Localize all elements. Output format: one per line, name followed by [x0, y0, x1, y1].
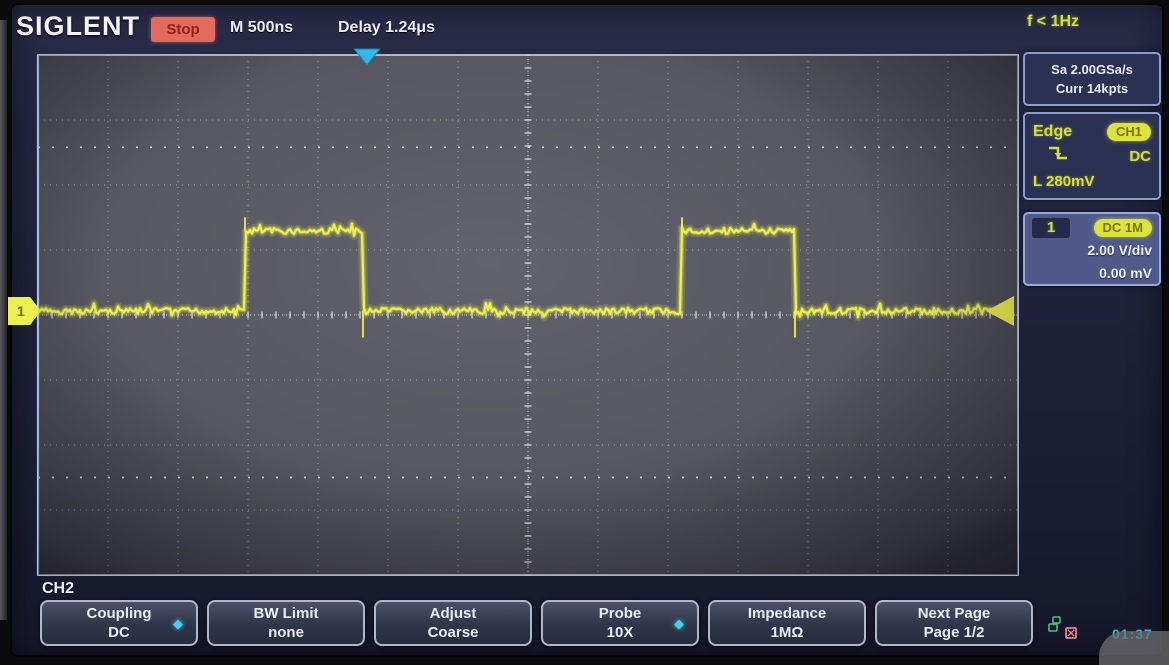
bezel-edge [0, 20, 7, 620]
channel-coupling-badge: DC 1M [1093, 219, 1152, 237]
softkey-menu: Coupling DC ◆ BW Limit none Adjust Coarse Probe… [40, 600, 1033, 646]
timebase-readout: M 500ns [230, 19, 294, 36]
acquisition-panel: Sa 2.00GSa/s Curr 14kpts [1023, 52, 1161, 106]
option-diamond-icon: ◆ [173, 615, 183, 631]
menu-button-value: DC [108, 624, 130, 641]
option-diamond-icon: ◆ [674, 615, 684, 631]
menu-button-value: Page 1/2 [923, 624, 985, 641]
trigger-level: L 280mV [1033, 173, 1095, 190]
menu-button-next-page[interactable]: Next Page Page 1/2 [875, 600, 1033, 646]
falling-edge-icon [1047, 144, 1069, 169]
menu-button-probe[interactable]: Probe 10X ◆ [541, 600, 699, 646]
channel-number: 1 [1032, 218, 1070, 238]
menu-button-title: Probe [598, 604, 642, 622]
trigger-panel: Edge CH1 DC L 280mV [1023, 112, 1161, 200]
channel-scale: 2.00 V/div [1087, 242, 1152, 258]
menu-button-value: Coarse [427, 624, 479, 641]
brand-logo: SIGLENT [16, 11, 141, 41]
run-state-badge: Stop [151, 17, 215, 42]
trigger-source-badge: CH1 [1106, 122, 1151, 141]
trigger-type: Edge [1033, 122, 1073, 140]
frequency-counter: f < 1Hz [1027, 13, 1080, 30]
oscilloscope-screen [12, 5, 1162, 655]
sample-rate: Sa 2.00GSa/s [1051, 61, 1133, 77]
menu-button-bw-limit[interactable]: BW Limit none [207, 600, 365, 646]
menu-button-title: Adjust [429, 604, 477, 622]
channel-offset: 0.00 mV [1099, 265, 1152, 281]
menu-button-value: 1MΩ [770, 624, 804, 641]
menu-button-adjust[interactable]: Adjust Coarse [374, 600, 532, 646]
menu-button-title: BW Limit [253, 604, 319, 622]
menu-button-coupling[interactable]: Coupling DC ◆ [40, 600, 198, 646]
trigger-coupling: DC [1129, 148, 1151, 165]
channel-panel: 1 DC 1M 2.00 V/div 0.00 mV [1023, 212, 1161, 286]
usb-host-icon [1048, 616, 1064, 637]
usb-device-icon [1064, 626, 1079, 646]
trigger-delay-readout: Delay 1.24μs [338, 19, 435, 36]
bezel-corner [1099, 631, 1169, 665]
menu-button-title: Impedance [747, 604, 827, 622]
menu-button-value: none [268, 624, 304, 641]
menu-group-label: CH2 [42, 580, 75, 597]
menu-button-impedance[interactable]: Impedance 1MΩ [708, 600, 866, 646]
menu-button-value: 10X [606, 624, 634, 641]
menu-button-title: Next Page [917, 604, 991, 622]
memory-depth: Curr 14kpts [1055, 81, 1129, 96]
menu-button-title: Coupling [86, 604, 152, 622]
